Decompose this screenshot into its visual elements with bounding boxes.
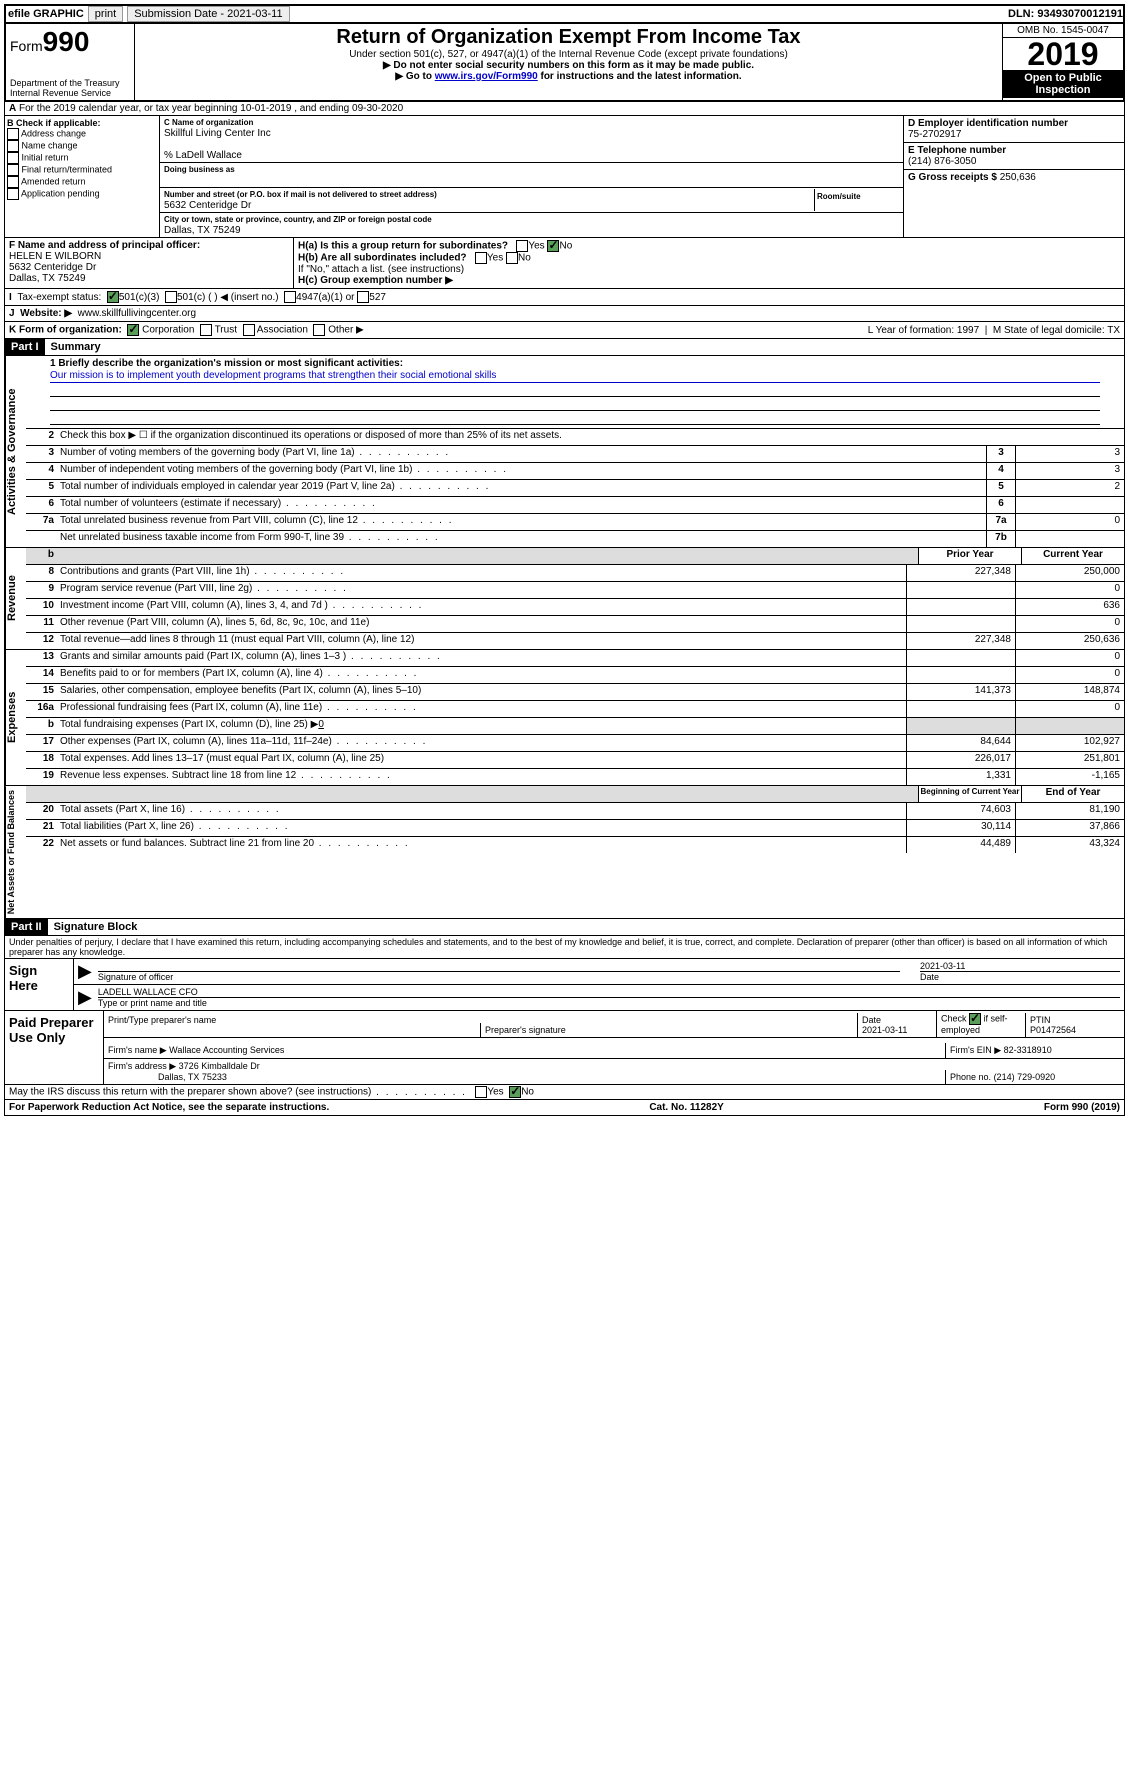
sign-here-block: Sign Here ▶ Signature of officer2021-03-… (4, 959, 1125, 1011)
check-4947[interactable] (284, 291, 296, 303)
box-c: C Name of organizationSkillful Living Ce… (160, 116, 903, 237)
box-h: H(a) Is this a group return for subordin… (294, 238, 1124, 288)
year-formation: L Year of formation: 1997 (868, 325, 979, 336)
side-governance: Activities & Governance (5, 356, 26, 547)
checkbox-name-change[interactable] (7, 140, 19, 152)
checkbox-initial-return[interactable] (7, 152, 19, 164)
gross-receipts: 250,636 (1000, 172, 1036, 183)
expenses-section: Expenses 13Grants and similar amounts pa… (4, 650, 1125, 786)
form-number: Form990 (10, 26, 130, 58)
val-5: 2 (1015, 480, 1124, 496)
section-abcdefg: B Check if applicable: Address change Na… (4, 116, 1125, 238)
website-value: www.skillfullivingcenter.org (78, 308, 196, 319)
hb-yes[interactable] (475, 252, 487, 264)
form-title: Return of Organization Exempt From Incom… (139, 26, 998, 49)
checkbox-amended[interactable] (7, 176, 19, 188)
state-domicile: M State of legal domicile: TX (993, 325, 1120, 336)
side-expenses: Expenses (5, 650, 26, 785)
arrow-icon: ▶ (78, 987, 92, 1008)
checkbox-address-change[interactable] (7, 128, 19, 140)
paid-preparer-label: Paid Preparer Use Only (5, 1011, 104, 1084)
val-7b (1015, 531, 1124, 547)
form-note1: ▶ Do not enter social security numbers o… (139, 60, 998, 71)
arrow-icon: ▶ (78, 961, 92, 982)
discuss-no[interactable] (509, 1086, 521, 1098)
val-6 (1015, 497, 1124, 513)
ein-value: 75-2702917 (908, 129, 961, 140)
dln-label: DLN: 93493070012191 (1008, 8, 1123, 20)
efile-label: efile GRAPHIC (8, 8, 84, 20)
footer: For Paperwork Reduction Act Notice, see … (4, 1100, 1125, 1116)
check-self-employed[interactable] (969, 1013, 981, 1025)
sign-here-label: Sign Here (5, 959, 74, 1010)
form-note2: ▶ Go to www.irs.gov/Form990 for instruct… (139, 71, 998, 82)
val-4: 3 (1015, 463, 1124, 479)
val-3: 3 (1015, 446, 1124, 462)
val-7a: 0 (1015, 514, 1124, 530)
org-address: 5632 Centeridge Dr (164, 200, 251, 211)
penalty-text: Under penalties of perjury, I declare th… (4, 936, 1125, 959)
check-trust[interactable] (200, 324, 212, 336)
part2-header: Part II Signature Block (4, 919, 1125, 936)
ha-no[interactable] (547, 240, 559, 252)
form990-link[interactable]: www.irs.gov/Form990 (435, 71, 538, 82)
form-subtitle: Under section 501(c), 527, or 4947(a)(1)… (139, 49, 998, 60)
part1-header: Part I Summary (4, 339, 1125, 356)
ha-yes[interactable] (516, 240, 528, 252)
check-corp[interactable] (127, 324, 139, 336)
side-netassets: Net Assets or Fund Balances (5, 786, 26, 918)
revenue-section: Revenue bPrior YearCurrent Year 8Contrib… (4, 548, 1125, 650)
hb-no[interactable] (506, 252, 518, 264)
check-assoc[interactable] (243, 324, 255, 336)
tax-status-row: I Tax-exempt status: 501(c)(3) 501(c) ( … (4, 289, 1125, 306)
print-button[interactable]: print (88, 6, 123, 22)
check-501c[interactable] (165, 291, 177, 303)
open-inspection-badge: Open to Public Inspection (1003, 70, 1123, 98)
website-row: J Website: ▶ www.skillfullivingcenter.or… (4, 306, 1125, 322)
governance-section: Activities & Governance 1 Briefly descri… (4, 356, 1125, 548)
paid-preparer-block: Paid Preparer Use Only Print/Type prepar… (4, 1011, 1125, 1085)
check-501c3[interactable] (107, 291, 119, 303)
discuss-yes[interactable] (475, 1086, 487, 1098)
box-deg: D Employer identification number75-27029… (903, 116, 1124, 237)
org-city: Dallas, TX 75249 (164, 225, 241, 236)
care-of: % LaDell Wallace (164, 150, 242, 161)
topbar: efile GRAPHIC print Submission Date - 20… (4, 4, 1125, 24)
mission-text: Our mission is to implement youth develo… (50, 370, 1100, 383)
dept-label: Department of the Treasury Internal Reve… (10, 78, 130, 98)
check-other[interactable] (313, 324, 325, 336)
box-b: B Check if applicable: Address change Na… (5, 116, 160, 237)
form-header: Form990 Department of the Treasury Inter… (4, 24, 1125, 102)
org-name: Skillful Living Center Inc (164, 128, 271, 139)
phone-value: (214) 876-3050 (908, 156, 976, 167)
check-527[interactable] (357, 291, 369, 303)
checkbox-app-pending[interactable] (7, 188, 19, 200)
fgh-row: F Name and address of principal officer:… (4, 238, 1125, 289)
box-f: F Name and address of principal officer:… (5, 238, 294, 288)
period-row: A For the 2019 calendar year, or tax yea… (4, 102, 1125, 116)
k-row: K Form of organization: Corporation Trus… (4, 322, 1125, 339)
netassets-section: Net Assets or Fund Balances Beginning of… (4, 786, 1125, 919)
discuss-row: May the IRS discuss this return with the… (4, 1085, 1125, 1100)
submission-date-button[interactable]: Submission Date - 2021-03-11 (127, 6, 289, 22)
checkbox-final-return[interactable] (7, 164, 19, 176)
side-revenue: Revenue (5, 548, 26, 649)
tax-year: 2019 (1003, 38, 1123, 70)
